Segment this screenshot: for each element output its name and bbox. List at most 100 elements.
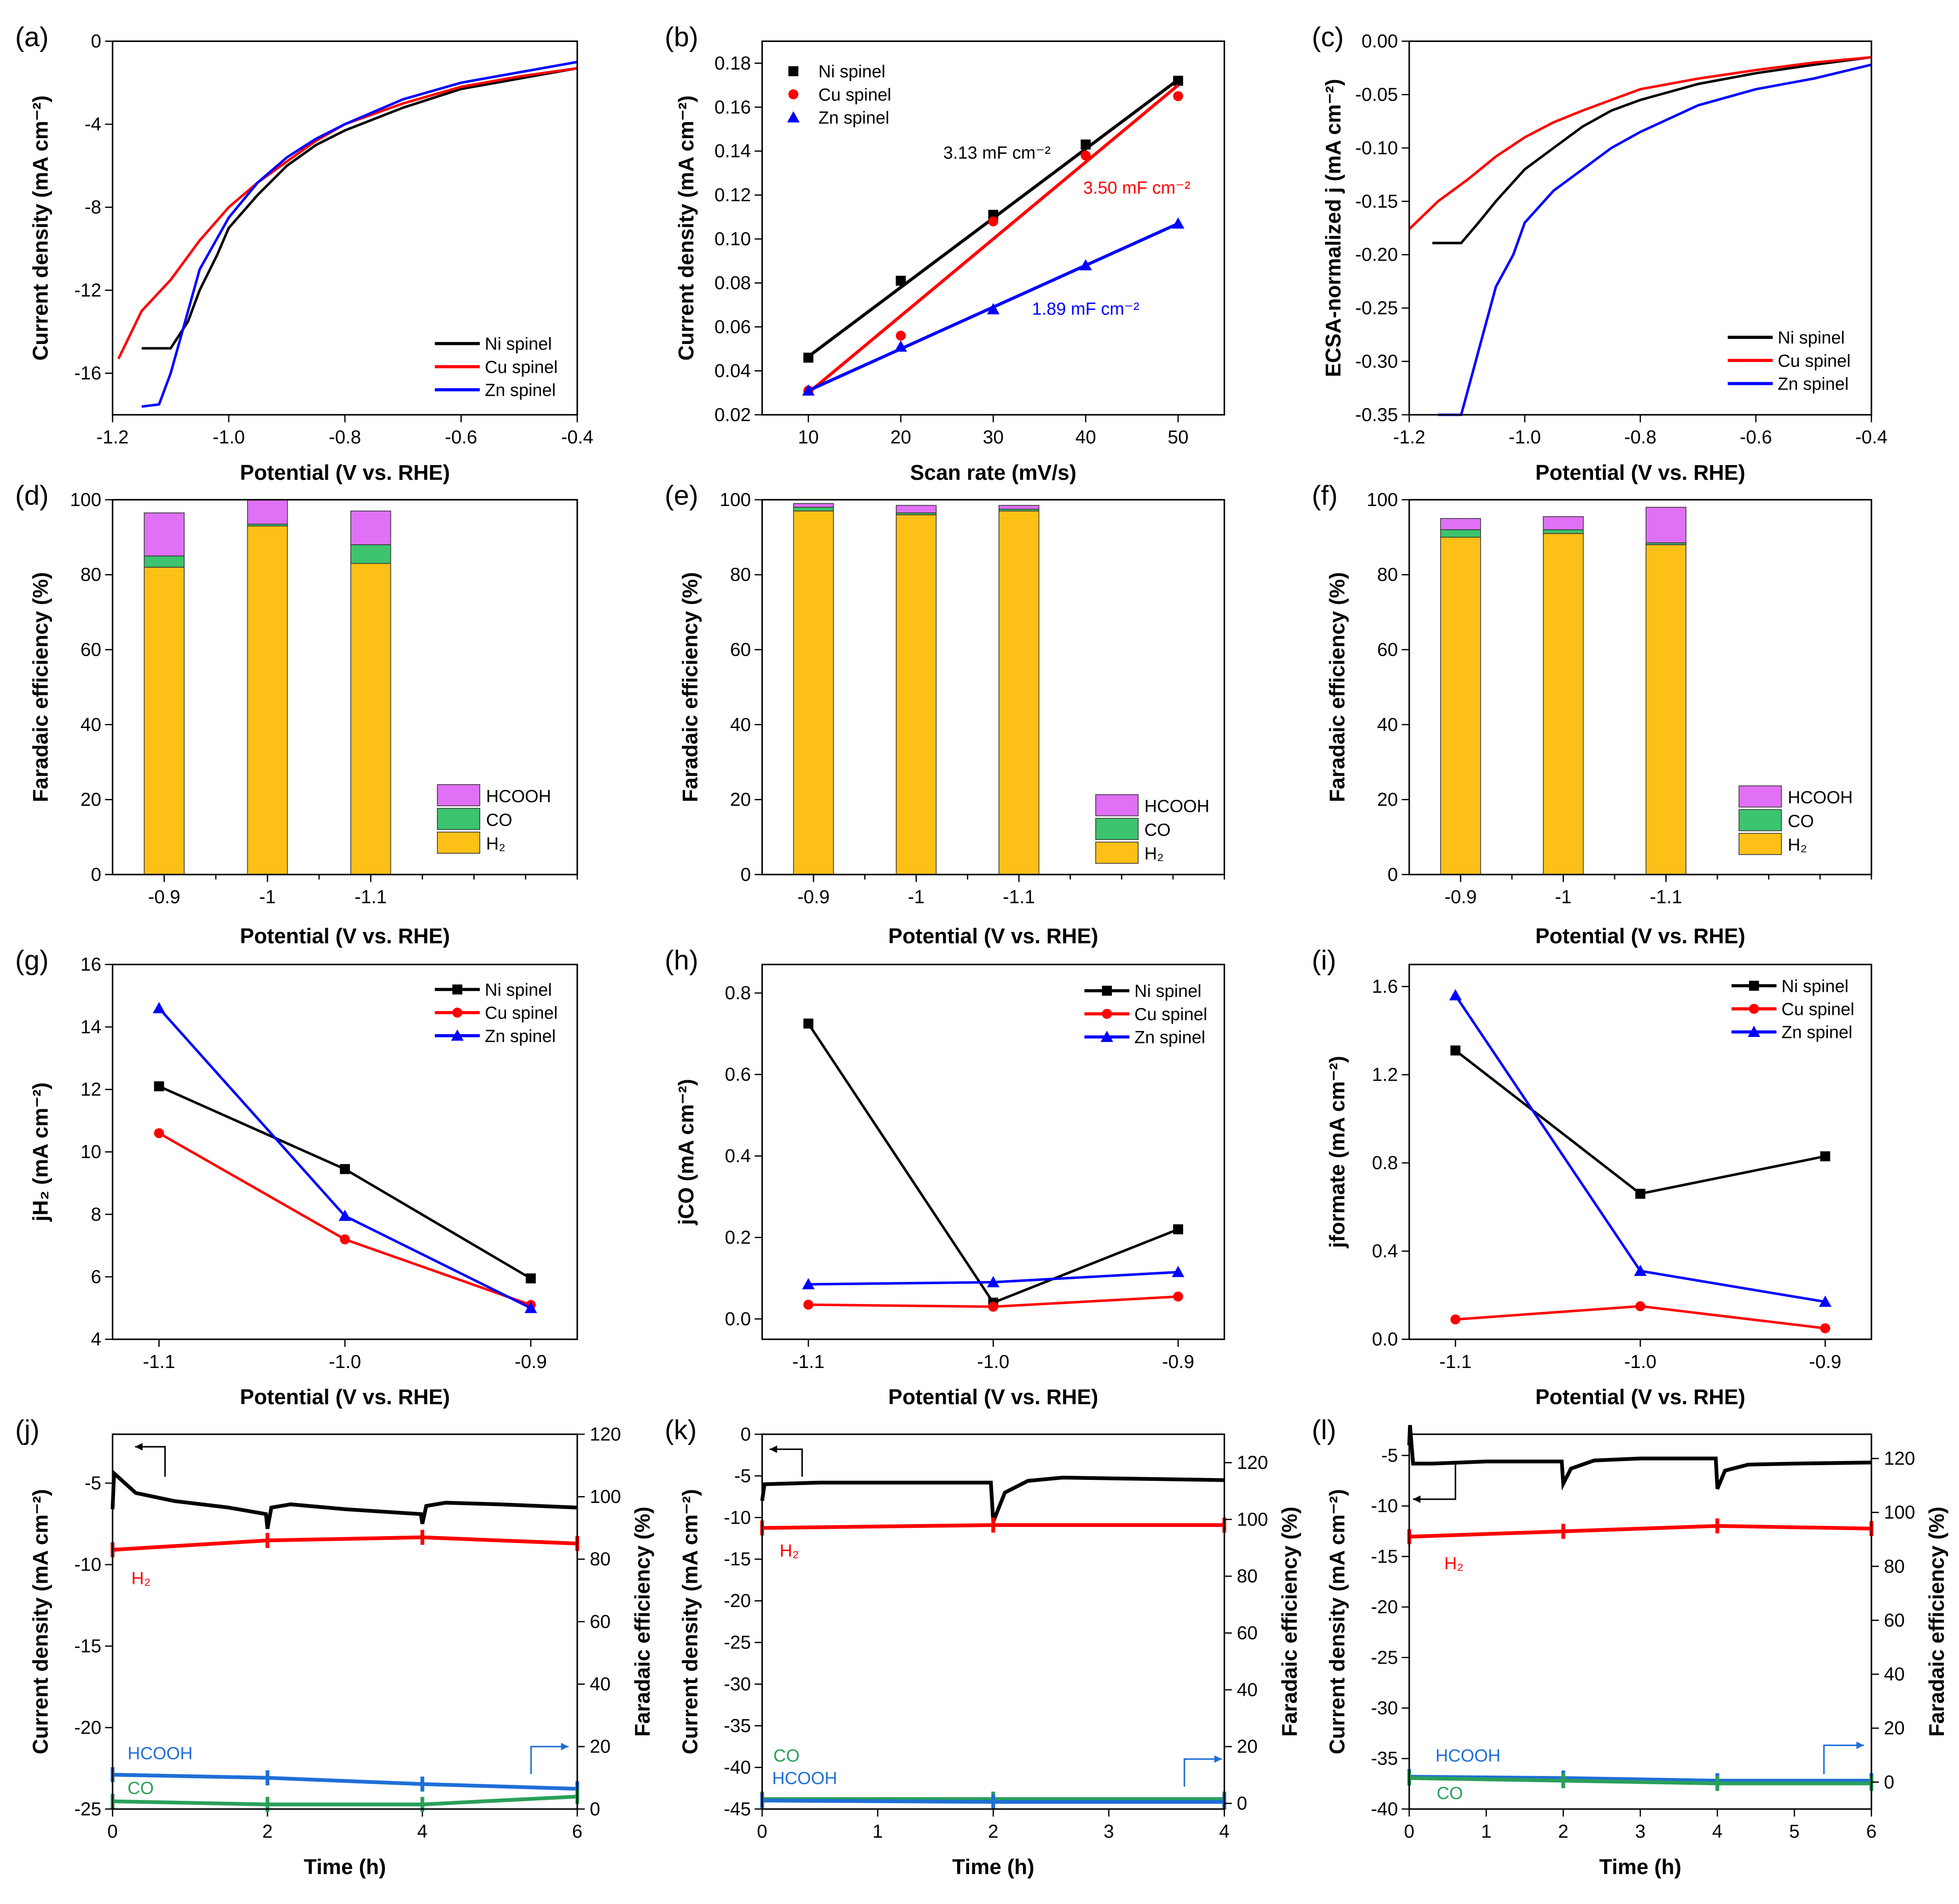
- legend-label: HCOOH: [1145, 797, 1209, 816]
- axis-indicator-arrow: [1823, 1744, 1864, 1774]
- series-current-density: [110, 1469, 578, 1529]
- bar-h: [144, 567, 185, 875]
- bar-co: [350, 544, 391, 564]
- y-tick-label: 20: [81, 789, 101, 810]
- x-tick-label: -0.8: [1624, 426, 1657, 448]
- data-point: [803, 1019, 814, 1029]
- series-nispinel: [803, 1019, 1183, 1308]
- x-tick-label: 20: [890, 426, 911, 448]
- bar-co: [793, 507, 834, 512]
- y2-tick-label: 0: [1237, 1793, 1247, 1814]
- y-tick-label: -0.05: [1355, 84, 1398, 105]
- series-line: [1432, 56, 1872, 245]
- series-znspinel: [1449, 989, 1831, 1307]
- legend-marker: [1749, 980, 1759, 991]
- data-point: [265, 1797, 270, 1812]
- y-tick-label: 0.6: [725, 1064, 751, 1085]
- y-tick-label: 40: [730, 714, 751, 735]
- product-label: HCOOH: [772, 1769, 837, 1788]
- x-tick-label: -1.0: [213, 426, 245, 448]
- x-tick-label: -0.6: [1740, 426, 1772, 448]
- product-label: HCOOH: [128, 1744, 192, 1763]
- y-axis-label: Current density (mA cm⁻²): [674, 95, 698, 361]
- plot-frame: [1408, 40, 1872, 416]
- bar-h: [1543, 533, 1584, 875]
- series-line: [158, 1007, 532, 1310]
- plot-frame: [1408, 1433, 1872, 1810]
- x-tick-label: -0.6: [445, 426, 477, 448]
- y-tick-label: -10: [1371, 1495, 1398, 1516]
- bar-h: [1440, 536, 1481, 875]
- axis-indicator-arrow: [769, 1448, 803, 1477]
- x-tick-label: -1.1: [1439, 1351, 1471, 1372]
- y-tick-label: 0: [91, 864, 101, 885]
- panel-label: (l): [1312, 1415, 1336, 1445]
- y-tick-label: 0: [1388, 864, 1398, 885]
- x-tick-label: 40: [1075, 426, 1096, 448]
- bar-hcooh: [247, 499, 288, 525]
- series-cuspinel: [803, 84, 1183, 396]
- legend-swatch: [1095, 794, 1139, 816]
- y-tick-label: -5: [85, 1473, 101, 1494]
- y-tick-label: -25: [724, 1632, 751, 1653]
- panel-label: (d): [15, 480, 49, 511]
- series-current-density: [1407, 1425, 1872, 1491]
- fit-line: [807, 84, 1180, 394]
- x-tick-label: -1.1: [143, 1351, 175, 1372]
- y-tick-label: -15: [1371, 1546, 1398, 1567]
- y2-tick-label: 60: [1884, 1609, 1905, 1630]
- y-tick-label: -0.25: [1355, 297, 1398, 319]
- legend-label: CO: [1788, 812, 1814, 831]
- legend-swatch: [437, 784, 481, 806]
- data-point: [154, 1128, 164, 1138]
- data-point: [988, 216, 999, 227]
- legend-marker: [788, 89, 799, 99]
- series-current-density: [760, 1475, 1225, 1523]
- data-point: [895, 275, 906, 286]
- bar-hcooh: [350, 510, 391, 545]
- panel-label: (j): [15, 1415, 40, 1445]
- series-line: [1409, 1776, 1872, 1786]
- x-tick-label: -1.1: [1003, 886, 1035, 908]
- legend-label: Zn spinel: [485, 1027, 556, 1046]
- bar-hcooh: [895, 505, 937, 513]
- y-tick-label: 1.2: [1372, 1064, 1398, 1085]
- series-line: [1438, 63, 1872, 416]
- data-point: [1081, 139, 1091, 150]
- y2-tick-label: 100: [1237, 1508, 1268, 1530]
- legend-marker: [1102, 1008, 1112, 1019]
- series-line: [112, 1535, 577, 1552]
- data-point: [894, 340, 907, 352]
- bar-h: [793, 510, 834, 875]
- legend-label: H₂: [1788, 836, 1807, 855]
- y-tick-label: -0.20: [1355, 244, 1398, 265]
- legend-marker: [1749, 1004, 1759, 1014]
- data-point: [802, 384, 815, 396]
- y2-tick-label: 0: [1884, 1771, 1895, 1793]
- arrow-head-icon: [1856, 1741, 1864, 1749]
- x-tick-label: -1.1: [792, 1351, 825, 1372]
- data-point: [1820, 1323, 1831, 1333]
- bar-h: [1645, 544, 1686, 875]
- legend-swatch: [1095, 818, 1139, 840]
- data-point: [1079, 259, 1092, 271]
- arrow-head-icon: [561, 1742, 569, 1751]
- x-tick-label: 0: [1404, 1821, 1415, 1842]
- legend-marker: [787, 111, 800, 122]
- legend-label: CO: [486, 810, 512, 830]
- y-tick-label: 4: [91, 1328, 101, 1350]
- data-point: [420, 1530, 424, 1545]
- legend-label: Cu spinel: [1778, 351, 1850, 371]
- bar-hcooh: [1543, 516, 1584, 530]
- product-label: CO: [773, 1747, 800, 1766]
- panel-f: (f) -0.9 -1 -1.1 HCOOH CO H₂ 0 20 40 60 80 100 Farada…: [1312, 480, 1872, 948]
- x-tick-label: -1.1: [355, 886, 387, 908]
- y-tick-label: 80: [81, 564, 101, 585]
- data-point: [265, 1770, 270, 1786]
- y-tick-label: 0.14: [715, 140, 751, 162]
- data-point: [988, 1301, 999, 1312]
- y2-tick-label: 40: [1237, 1679, 1257, 1700]
- arrow-head-icon: [769, 1445, 777, 1453]
- x-tick-label: 1: [1481, 1821, 1492, 1842]
